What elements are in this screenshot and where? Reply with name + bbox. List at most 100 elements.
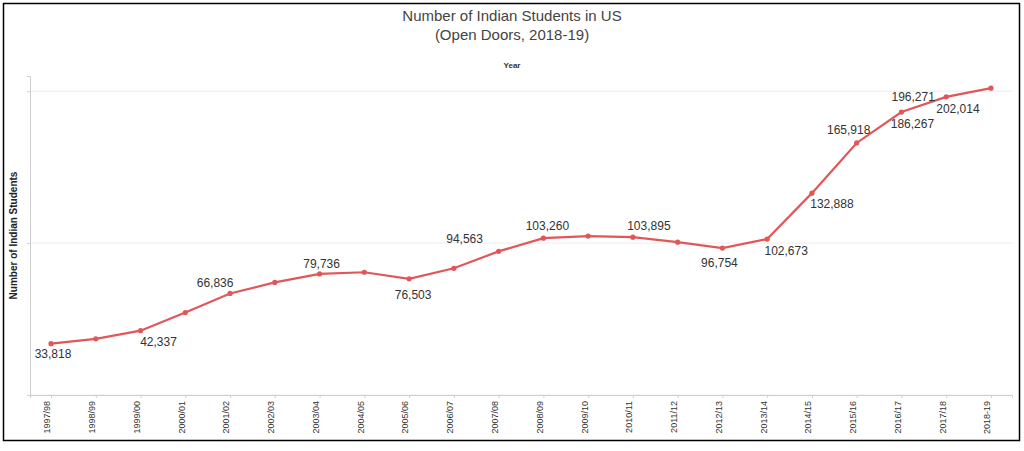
x-tick-label: 1999/00 — [132, 401, 142, 434]
x-tick-mark — [320, 395, 321, 398]
x-tick-label: 2014/15 — [803, 401, 813, 434]
data-label: 103,895 — [627, 219, 671, 233]
x-tick: 2016/17 — [893, 395, 903, 434]
x-tick-label: 2015/16 — [848, 401, 858, 434]
x-tick: 2010/11 — [624, 395, 634, 433]
x-tick-mark — [51, 395, 52, 398]
x-tick-mark — [230, 395, 231, 398]
x-tick-label: 1998/99 — [87, 401, 97, 434]
data-labels: 33,81842,33766,83679,73676,50394,563103,… — [35, 90, 980, 361]
x-tick-mark — [141, 395, 142, 398]
x-tick-label: 2017/18 — [938, 401, 948, 434]
x-tick-label: 2000/01 — [177, 401, 187, 434]
y-tick — [27, 243, 30, 244]
x-tick-label: 1997/98 — [42, 401, 52, 434]
data-label: 202,014 — [936, 102, 980, 116]
x-tick-mark — [499, 395, 500, 398]
y-axis-title: Number of Indian Students — [8, 171, 19, 299]
grid-line — [30, 243, 1012, 244]
x-tick: 2009/10 — [580, 395, 590, 434]
x-tick: 2001/02 — [221, 395, 231, 434]
data-label: 103,260 — [526, 219, 570, 233]
x-tick-mark — [275, 395, 276, 398]
x-tick: 2018-19 — [982, 395, 992, 434]
y-axis — [27, 77, 31, 396]
grid — [30, 91, 1012, 395]
x-tick: 2003/04 — [311, 395, 321, 434]
x-tick-mark — [543, 395, 544, 398]
x-tick: 2000/01 — [177, 395, 187, 434]
x-tick-label: 2004/05 — [356, 401, 366, 434]
x-tick-mark — [812, 395, 813, 398]
x-tick-label: 2010/11 — [624, 401, 634, 433]
marker — [451, 266, 456, 271]
marker — [854, 140, 859, 145]
x-tick-label: 2005/06 — [400, 401, 410, 434]
x-axis: 1997/98 1998/99 1999/00 2000/01 2001/02 2002/… — [31, 395, 1013, 434]
x-tick: 2007/08 — [490, 395, 500, 434]
x-tick-mark — [857, 395, 858, 398]
data-label: 186,267 — [891, 117, 935, 131]
x-tick-label: 2016/17 — [893, 401, 903, 434]
marker — [93, 336, 98, 341]
x-tick-mark — [633, 395, 634, 398]
y-tick — [27, 91, 30, 92]
data-label: 94,563 — [446, 232, 483, 246]
marker — [988, 86, 993, 91]
grid-line — [30, 91, 1012, 92]
x-tick: 2008/09 — [535, 395, 545, 434]
x-tick: 2006/07 — [445, 395, 455, 434]
data-label: 66,836 — [197, 276, 234, 290]
y-tick — [27, 395, 30, 396]
marker — [183, 310, 188, 315]
x-tick: 1997/98 — [42, 395, 52, 434]
marker — [138, 328, 143, 333]
x-axis-line — [31, 396, 1013, 399]
x-tick-label: 2011/12 — [669, 401, 679, 433]
data-label: 102,673 — [764, 244, 808, 258]
x-tick: 2005/06 — [400, 395, 410, 434]
marker — [48, 341, 53, 346]
marker — [586, 234, 591, 239]
marker — [496, 249, 501, 254]
marker — [227, 291, 232, 296]
x-tick-label: 2008/09 — [535, 401, 545, 434]
x-tick: 1999/00 — [132, 395, 142, 434]
marker — [675, 240, 680, 245]
y-tick-mark — [27, 91, 30, 92]
marker — [809, 191, 814, 196]
x-tick-label: 2003/04 — [311, 401, 321, 434]
x-tick: 2004/05 — [356, 395, 366, 434]
y-tick-mark — [27, 395, 30, 396]
marker — [944, 94, 949, 99]
x-tick-label: 2013/14 — [759, 401, 769, 434]
x-tick-mark — [901, 395, 902, 398]
x-tick-mark — [185, 395, 186, 398]
x-tick: 1998/99 — [87, 395, 97, 434]
x-tick-label: 2001/02 — [221, 401, 231, 434]
x-tick-label: 2018-19 — [982, 401, 992, 434]
x-axis-title: Year — [504, 61, 521, 70]
x-tick: 2013/14 — [759, 395, 769, 434]
title: Number of Indian Students in US — [402, 7, 621, 24]
x-tick: 2012/13 — [714, 395, 724, 434]
marker — [272, 280, 277, 285]
x-tick-mark — [364, 395, 365, 398]
marker — [765, 236, 770, 241]
x-tick-label: 2009/10 — [580, 401, 590, 434]
x-tick: 2002/03 — [266, 395, 276, 434]
x-tick: 2017/18 — [938, 395, 948, 434]
marker — [362, 270, 367, 275]
marker — [720, 245, 725, 250]
x-tick-mark — [767, 395, 768, 398]
x-tick-mark — [678, 395, 679, 398]
x-tick-mark — [454, 395, 455, 398]
y-tick-mark — [27, 243, 30, 244]
frame — [4, 4, 1020, 441]
x-tick-label: 2012/13 — [714, 401, 724, 434]
data-label: 132,888 — [810, 197, 854, 211]
x-tick-label: 2006/07 — [445, 401, 455, 434]
x-tick-mark — [96, 395, 97, 398]
x-tick-label: 2002/03 — [266, 401, 276, 434]
x-tick-mark — [991, 395, 992, 398]
